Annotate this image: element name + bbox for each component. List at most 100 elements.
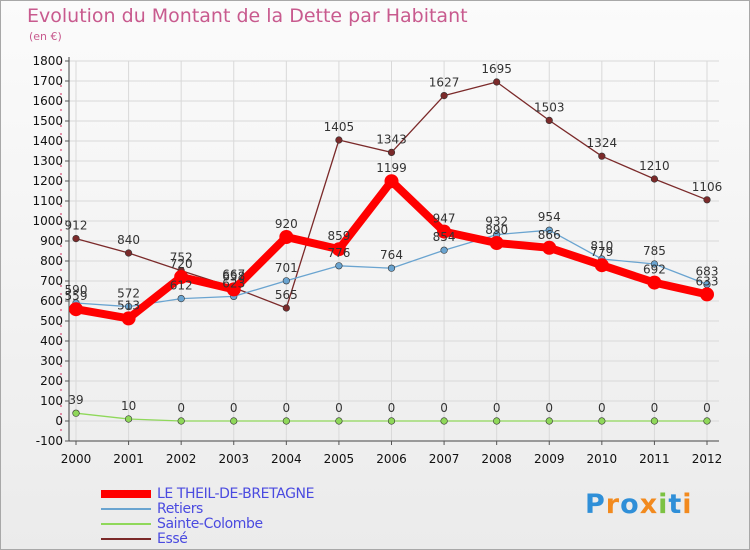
- data-point-sainte-colombe: [493, 417, 501, 425]
- data-label-ess: 1405: [324, 120, 355, 134]
- y-tick-label: 700: [40, 274, 63, 288]
- x-tick-label: 2012: [692, 452, 723, 466]
- data-point-le-theil-de-bretagne: [174, 270, 189, 284]
- y-tick-label: 600: [40, 294, 63, 308]
- data-point-sainte-colombe: [230, 417, 238, 425]
- y-tick-label: 100: [40, 394, 63, 408]
- y-tick-label: 400: [40, 334, 63, 348]
- data-label-le-theil-de-bretagne: 513: [117, 298, 140, 312]
- data-label-sainte-colombe: 0: [703, 401, 711, 415]
- data-point-sainte-colombe: [335, 417, 343, 425]
- data-label-le-theil-de-bretagne: 1199: [376, 161, 407, 175]
- legend-swatch-retiers: [101, 507, 151, 510]
- data-point-ess: [124, 249, 133, 257]
- data-point-retiers: [545, 226, 553, 234]
- data-label-sainte-colombe: 0: [545, 401, 553, 415]
- legend-swatch-sainte-colombe: [101, 522, 151, 525]
- data-label-retiers: 954: [538, 210, 561, 224]
- legend-item-retiers[interactable]: Retiers: [101, 501, 314, 517]
- y-tick-label: 500: [40, 314, 63, 328]
- legend: LE THEIL-DE-BRETAGNE Retiers Sainte-Colo…: [101, 486, 314, 547]
- data-point-le-theil-de-bretagne: [121, 311, 136, 326]
- data-point-ess: [493, 78, 501, 86]
- y-tick-label: 1000: [32, 214, 63, 228]
- data-point-retiers: [124, 303, 133, 311]
- y-tick-label: 0: [55, 414, 63, 428]
- legend-label-esse: Essé: [157, 530, 188, 547]
- legend-item-esse[interactable]: Essé: [101, 530, 314, 547]
- x-tick-label: 2001: [113, 452, 144, 466]
- x-tick-label: 2000: [61, 452, 92, 466]
- proxiti-logo: Proxiti: [585, 489, 693, 520]
- data-point-ess: [387, 148, 396, 156]
- chart-title: Evolution du Montant de la Dette par Hab…: [27, 5, 468, 27]
- data-labels-layer: 912 840 752 667 565 1405 1343 1627 1695 1503 1324 1…: [65, 62, 723, 415]
- data-label-retiers: 612: [170, 279, 193, 293]
- data-label-le-theil-de-bretagne: 559: [65, 289, 88, 303]
- data-point-le-theil-de-bretagne: [437, 224, 452, 239]
- data-point-le-theil-de-bretagne: [542, 240, 557, 255]
- chart-subtitle: (en €): [29, 30, 62, 43]
- x-axis-ticks: 2000 2001 2002 2003 2004 2005 2006 2007 2008 2009…: [61, 441, 723, 466]
- data-point-retiers: [387, 264, 396, 272]
- data-label-le-theil-de-bretagne: 633: [696, 274, 719, 288]
- y-tick-label: -100: [36, 434, 63, 448]
- x-tick-label: 2011: [639, 452, 670, 466]
- data-point-sainte-colombe: [545, 417, 553, 425]
- data-label-ess: 1106: [692, 180, 723, 194]
- data-point-ess: [282, 304, 290, 312]
- data-point-sainte-colombe: [650, 417, 659, 425]
- data-point-ess: [440, 91, 448, 100]
- y-tick-label: 1400: [32, 134, 63, 148]
- data-label-sainte-colombe: 0: [440, 401, 448, 415]
- data-point-ess: [703, 196, 711, 204]
- data-point-le-theil-de-bretagne: [226, 282, 241, 297]
- data-label-ess: 667: [222, 268, 245, 282]
- legend-item-theil[interactable]: LE THEIL-DE-BRETAGNE: [101, 486, 314, 502]
- x-tick-label: 2009: [534, 452, 565, 466]
- x-tick-label: 2010: [587, 452, 618, 466]
- data-point-sainte-colombe: [124, 415, 133, 423]
- y-tick-label: 1700: [32, 74, 63, 88]
- data-point-retiers: [177, 295, 185, 303]
- data-point-le-theil-de-bretagne: [384, 174, 399, 189]
- data-point-le-theil-de-bretagne: [279, 230, 294, 244]
- y-tick-label: 800: [40, 254, 63, 268]
- data-point-retiers: [282, 277, 290, 285]
- data-point-sainte-colombe: [282, 417, 290, 425]
- data-label-retiers: 590: [65, 283, 88, 297]
- data-label-le-theil-de-bretagne: 920: [275, 217, 298, 231]
- data-label-retiers: 764: [380, 248, 403, 262]
- y-tick-label: 1600: [32, 94, 63, 108]
- data-point-sainte-colombe: [72, 409, 80, 417]
- data-point-sainte-colombe: [387, 417, 396, 425]
- x-tick-label: 2005: [324, 452, 355, 466]
- data-label-ess: 1210: [639, 159, 670, 173]
- data-label-sainte-colombe: 0: [177, 401, 185, 415]
- data-label-retiers: 683: [696, 264, 719, 278]
- data-point-le-theil-de-bretagne: [331, 242, 346, 257]
- y-tick-label: 200: [40, 374, 63, 388]
- legend-item-sainte-colombe[interactable]: Sainte-Colombe: [101, 516, 314, 532]
- data-label-le-theil-de-bretagne: 692: [643, 263, 666, 277]
- data-label-ess: 912: [65, 219, 88, 233]
- data-point-ess: [598, 152, 606, 160]
- data-label-sainte-colombe: 0: [598, 401, 606, 415]
- y-tick-label: 1100: [32, 194, 63, 208]
- data-point-ess: [72, 235, 80, 243]
- data-point-ess: [545, 116, 553, 124]
- data-label-sainte-colombe: 0: [388, 401, 396, 415]
- data-label-sainte-colombe: 0: [493, 401, 501, 415]
- data-point-le-theil-de-bretagne: [489, 236, 504, 250]
- data-label-le-theil-de-bretagne: 890: [485, 223, 508, 237]
- data-point-ess: [650, 175, 659, 183]
- data-label-le-theil-de-bretagne: 947: [433, 212, 456, 226]
- y-tick-label: 1200: [32, 174, 63, 188]
- data-point-sainte-colombe: [598, 417, 606, 425]
- data-label-retiers: 623: [222, 276, 245, 290]
- data-point-le-theil-de-bretagne: [700, 287, 714, 302]
- data-point-sainte-colombe: [440, 417, 448, 425]
- data-label-ess: 1343: [376, 132, 407, 146]
